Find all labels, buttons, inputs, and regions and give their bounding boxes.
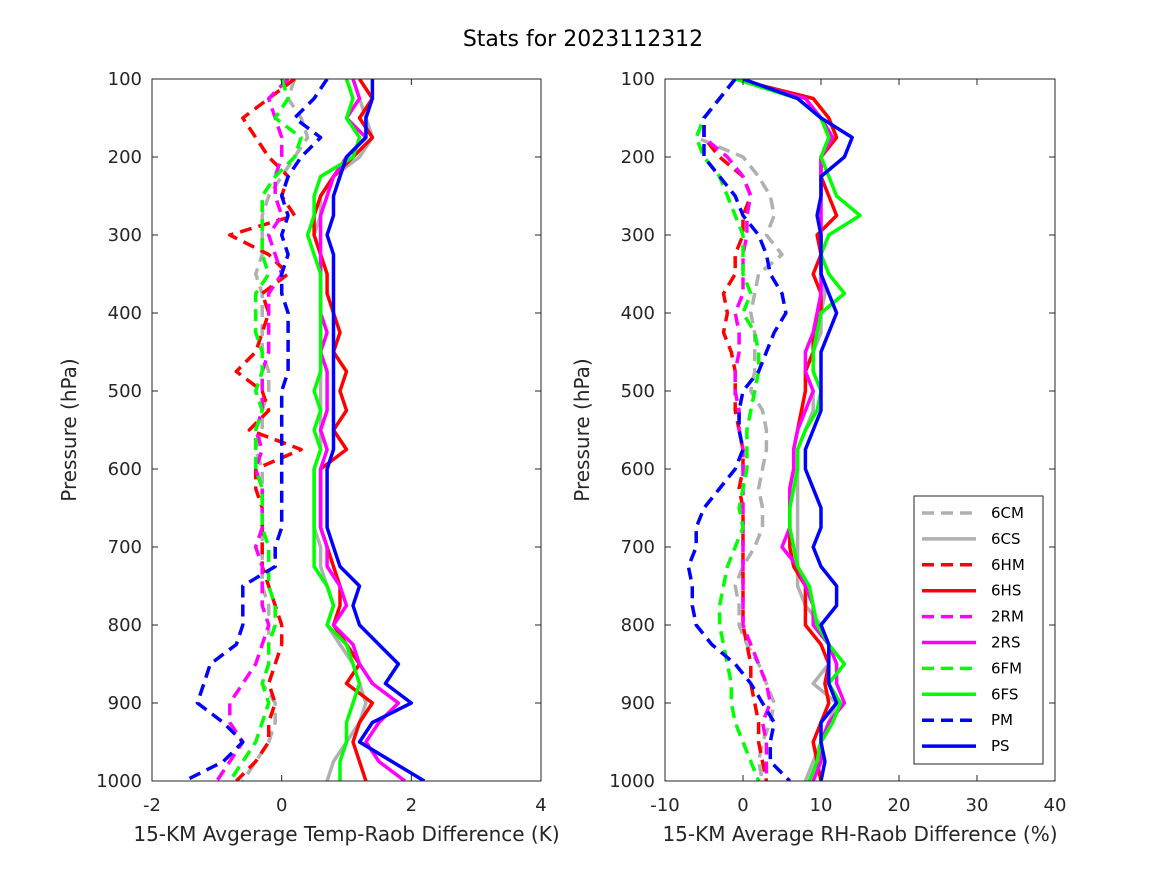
legend-label: 2RM (991, 608, 1024, 626)
legend-item-6hs: 6HS (922, 582, 1021, 600)
x-tick-label: 30 (966, 795, 989, 816)
legend-label: PM (991, 711, 1013, 729)
series-line-6fm (228, 79, 303, 781)
legend-item-2rm: 2RM (922, 608, 1024, 626)
x-tick-label: 0 (737, 795, 748, 816)
legend-item-6hm: 6HM (922, 556, 1025, 574)
y-tick-label: 1000 (609, 771, 655, 792)
x-tick-label: 2 (406, 795, 417, 816)
y-tick-label: 900 (108, 693, 142, 714)
y-tick-label: 700 (108, 537, 142, 558)
x-tick-label: 10 (810, 795, 833, 816)
y-tick-label: 1000 (96, 771, 142, 792)
series-line-6hs (312, 79, 375, 781)
legend-label: 6CM (991, 504, 1024, 522)
series-line-2rm (702, 79, 773, 781)
x-tick-label: -2 (143, 795, 161, 816)
x-axis-label: 15-KM Avgerage Temp-Raob Difference (K) (133, 822, 559, 846)
legend-label: PS (991, 737, 1010, 755)
x-tick-label: 20 (888, 795, 911, 816)
y-axis-label: Pressure (hPa) (570, 358, 594, 501)
series-line-6hm (702, 79, 769, 781)
series-line-6fs (305, 79, 362, 781)
axes-box (151, 78, 542, 782)
y-tick-label: 300 (108, 225, 142, 246)
x-tick-label: 40 (1044, 795, 1067, 816)
axes-box (664, 78, 1056, 782)
figure-title: Stats for 2023112312 (463, 27, 703, 52)
legend-label: 6HS (991, 582, 1021, 600)
legend-item-6cm: 6CM (922, 504, 1024, 522)
x-tick-label: -10 (650, 795, 679, 816)
y-tick-label: 600 (108, 459, 142, 480)
y-tick-label: 900 (621, 693, 655, 714)
series-line-6hm (228, 79, 303, 781)
y-tick-label: 800 (621, 615, 655, 636)
series-group (183, 79, 426, 781)
series-line-2rs (318, 79, 406, 781)
chart-panels: -2 0 2 4100200300400500600700800900100015-K… (57, 69, 1066, 846)
series-line-6fm (694, 79, 761, 781)
legend-box (913, 495, 1044, 765)
series-line-6fs (734, 79, 862, 781)
legend: 6CM 6CS 6HM 6HS 2RM 2RS 6FM 6FS PM PS (913, 495, 1044, 765)
y-tick-label: 300 (621, 225, 655, 246)
y-tick-label: 400 (108, 303, 142, 324)
series-line-pm (686, 79, 792, 781)
x-axis-label: 15-KM Average RH-Raob Difference (%) (662, 822, 1057, 846)
legend-item-6cs: 6CS (922, 530, 1021, 548)
y-tick-label: 400 (621, 303, 655, 324)
series-line-6cs (312, 79, 375, 781)
legend-item-pm: PM (922, 711, 1013, 729)
y-tick-label: 600 (621, 459, 655, 480)
y-tick-label: 800 (108, 615, 142, 636)
y-tick-label: 200 (108, 147, 142, 168)
series-line-2rm (215, 79, 290, 781)
y-tick-label: 100 (108, 69, 142, 90)
legend-label: 6HM (991, 556, 1025, 574)
series-line-ps (742, 79, 854, 781)
series-line-6cm (694, 79, 784, 781)
legend-item-6fs: 6FS (922, 685, 1018, 703)
legend-label: 2RS (991, 634, 1021, 652)
legend-item-ps: PS (922, 737, 1010, 755)
legend-label: 6CS (991, 530, 1021, 548)
legend-item-6fm: 6FM (922, 659, 1022, 677)
series-line-ps (325, 79, 426, 781)
x-tick-label: 4 (535, 795, 546, 816)
y-tick-label: 200 (621, 147, 655, 168)
series-line-pm (183, 79, 329, 781)
y-tick-label: 500 (108, 381, 142, 402)
legend-item-2rs: 2RS (922, 634, 1021, 652)
y-tick-label: 100 (621, 69, 655, 90)
y-axis-label: Pressure (hPa) (57, 358, 81, 501)
series-group (686, 79, 862, 781)
y-tick-label: 700 (621, 537, 655, 558)
y-tick-label: 500 (621, 381, 655, 402)
legend-label: 6FS (991, 685, 1018, 703)
legend-label: 6FM (991, 659, 1022, 677)
chart-panel-2: -10 0 10 20 30 40 100 200 300 400 500 600 700 800 900 1… (570, 69, 1066, 846)
chart-panel-1: -2 0 2 4 100 200 300 400 500 600 700 800 900 1000 15-K… (57, 69, 560, 846)
x-tick-label: 0 (276, 795, 287, 816)
